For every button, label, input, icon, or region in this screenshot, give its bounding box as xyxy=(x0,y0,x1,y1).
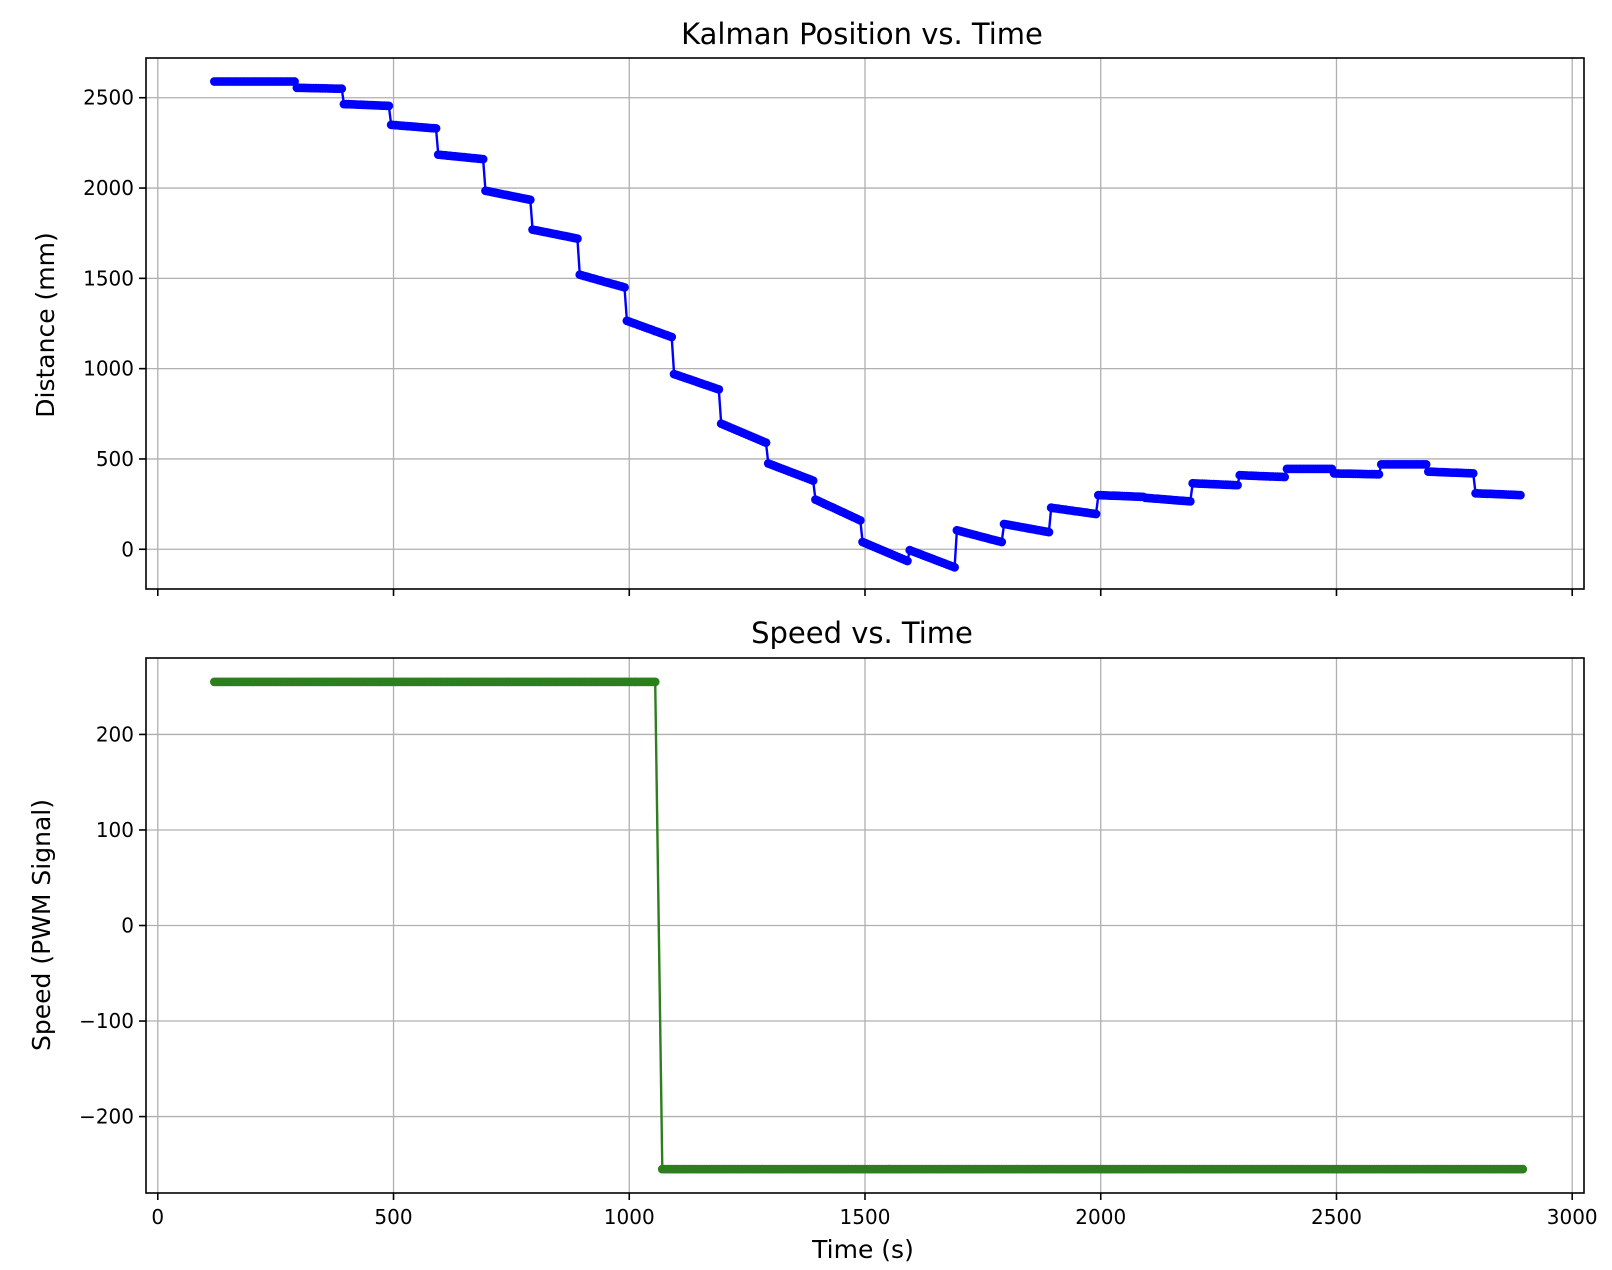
data-point xyxy=(903,556,912,566)
y-tick-label: 200 xyxy=(96,722,134,746)
position-y-axis-label: Distance (mm) xyxy=(31,232,60,417)
y-tick-label: 2500 xyxy=(83,86,134,110)
speed-y-axis-label: Speed (PWM Signal) xyxy=(27,799,56,1051)
y-tick-label: 100 xyxy=(96,818,134,842)
data-point xyxy=(1185,497,1195,506)
x-tick-label: 0 xyxy=(151,1205,164,1229)
speed-subplot: Speed vs. Time Speed (PWM Signal) Time (… xyxy=(27,616,1598,1264)
y-tick-label: −200 xyxy=(79,1105,134,1129)
data-point xyxy=(337,84,347,94)
data-point xyxy=(478,154,488,164)
speed-ticks: 0 500 1000 1500 2000 2500 3000 −200 −100 0 100 200 xyxy=(79,722,1598,1229)
x-tick-label: 2500 xyxy=(1311,1205,1362,1229)
y-tick-label: 2000 xyxy=(83,176,134,200)
data-point xyxy=(1516,490,1525,500)
speed-chart-title: Speed vs. Time xyxy=(751,616,973,650)
data-point xyxy=(950,562,959,572)
position-ticks: 0 500 1000 1500 2000 2500 xyxy=(83,86,1574,596)
data-point xyxy=(650,677,660,687)
data-point xyxy=(525,195,535,205)
data-point xyxy=(1421,460,1431,469)
data-point xyxy=(1518,1164,1528,1174)
position-series xyxy=(210,77,1525,572)
y-tick-label: 0 xyxy=(121,914,134,938)
data-point xyxy=(1091,509,1101,519)
data-point xyxy=(1374,469,1384,479)
position-chart-title: Kalman Position vs. Time xyxy=(681,17,1043,51)
data-point xyxy=(997,537,1007,547)
data-point xyxy=(808,476,818,485)
series-line xyxy=(214,80,1521,569)
data-point xyxy=(573,234,582,244)
y-tick-label: −100 xyxy=(79,1009,134,1033)
x-tick-label: 3000 xyxy=(1547,1205,1598,1229)
x-tick-label: 500 xyxy=(374,1205,412,1229)
data-point xyxy=(667,332,677,342)
y-tick-label: 1000 xyxy=(83,357,134,381)
data-point xyxy=(1468,469,1478,478)
data-point xyxy=(761,438,771,448)
y-tick-label: 1500 xyxy=(83,266,134,290)
data-point xyxy=(431,123,441,133)
x-tick-label: 2000 xyxy=(1075,1205,1126,1229)
y-tick-label: 500 xyxy=(96,447,134,471)
data-point xyxy=(1233,480,1242,490)
x-tick-label: 1500 xyxy=(840,1205,891,1229)
data-point xyxy=(384,101,394,111)
position-subplot: Kalman Position vs. Time Distance (mm) 0… xyxy=(31,17,1585,596)
speed-series xyxy=(210,677,1528,1174)
data-point xyxy=(1044,527,1054,537)
time-x-axis-label: Time (s) xyxy=(811,1235,914,1264)
x-tick-label: 1000 xyxy=(604,1205,655,1229)
position-grid xyxy=(146,58,1584,589)
data-point xyxy=(1280,472,1289,482)
data-point xyxy=(714,385,724,394)
speed-grid xyxy=(146,658,1584,1193)
data-point xyxy=(620,283,629,292)
y-tick-label: 0 xyxy=(121,537,134,561)
data-point xyxy=(855,516,865,525)
